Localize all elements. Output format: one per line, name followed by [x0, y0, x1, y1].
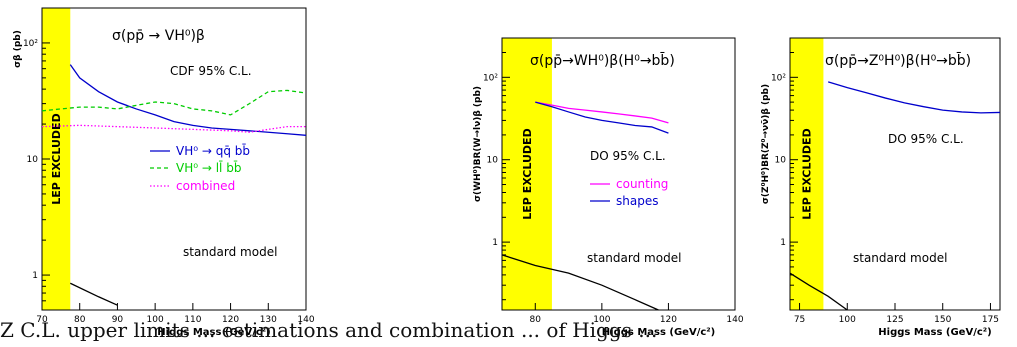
y-tick-label: 10² — [23, 39, 38, 49]
y-tick-label: 1 — [32, 271, 38, 281]
y-tick-label: 1 — [780, 238, 786, 248]
x-tick-label: 175 — [982, 315, 999, 325]
y-tick-label: 10 — [27, 155, 39, 165]
y-tick-label: 10² — [771, 73, 786, 83]
plot-frame — [501, 37, 736, 311]
x-tick-label: 100 — [147, 315, 164, 325]
series-line-standardmodel — [501, 254, 659, 311]
legend-label: VH⁰ → ll̄ bb̄ — [176, 161, 241, 175]
lep-excluded-band — [502, 38, 552, 310]
x-axis-label: Higgs Mass (GeV/c²) — [602, 327, 715, 338]
x-axis-label: Higgs Mass (GeV/c²) — [157, 327, 270, 338]
y-tick-label: 10² — [483, 73, 498, 83]
x-tick-label: 80 — [74, 315, 86, 325]
legend-label: VH⁰ → qq̄ bb̄ — [176, 144, 250, 158]
lep-excluded-label: LEP EXCLUDED — [801, 128, 814, 219]
x-tick-label: 140 — [726, 315, 743, 325]
lep-excluded-band — [790, 38, 824, 310]
x-tick-label: 110 — [184, 315, 201, 325]
x-tick-label: 125 — [886, 315, 903, 325]
series-line-standardmodel — [789, 272, 848, 311]
plot-frame — [41, 7, 307, 311]
series-line-standardmodel — [70, 282, 118, 306]
standard-model-label: standard model — [853, 251, 947, 265]
chart-note: CDF 95% C.L. — [170, 64, 252, 78]
chart-title: σ(pp̄ → VH⁰)β — [112, 28, 205, 44]
x-tick-label: 120 — [660, 315, 677, 325]
x-tick-label: 80 — [530, 315, 542, 325]
series-line-counting — [535, 101, 669, 124]
series-line-vhllbb — [41, 89, 307, 116]
lep-excluded-label: LEP EXCLUDED — [50, 113, 63, 204]
x-tick-label: 100 — [593, 315, 610, 325]
x-tick-label: 70 — [36, 315, 48, 325]
y-axis-label: σβ (pb) — [13, 30, 23, 68]
x-tick-label: 140 — [297, 315, 314, 325]
y-tick-label: 10 — [487, 156, 499, 166]
x-tick-label: 90 — [112, 315, 124, 325]
standard-model-label: standard model — [183, 245, 277, 259]
y-tick-label: 1 — [492, 238, 498, 248]
series-line-combined — [41, 124, 306, 133]
chart-note: DO 95% C.L. — [590, 149, 666, 163]
legend-label: shapes — [616, 194, 658, 208]
x-axis-label: Higgs Mass (GeV/c²) — [878, 327, 991, 338]
series-line-series — [827, 81, 1001, 114]
lep-excluded-label: LEP EXCLUDED — [521, 128, 534, 219]
x-tick-label: 150 — [934, 315, 951, 325]
x-tick-label: 75 — [794, 315, 805, 325]
standard-model-label: standard model — [587, 251, 681, 265]
x-tick-label: 120 — [222, 315, 239, 325]
y-axis-label: σ(WH⁰)BR(W→lν)β (pb) — [473, 86, 483, 202]
chart-title: σ(pp̄→WH⁰)β(H⁰→bb̄) — [530, 51, 675, 69]
chart-note: DO 95% C.L. — [888, 132, 964, 146]
series-line-shapes — [535, 101, 669, 134]
y-axis-label: σ(Z⁰H⁰)BR(Z⁰→νν̄)β (pb) — [761, 84, 771, 204]
legend-label: counting — [616, 177, 668, 191]
x-tick-label: 100 — [839, 315, 856, 325]
chart-title: σ(pp̄→Z⁰H⁰)β(H⁰→bb̄) — [825, 51, 971, 69]
series-line-vhqqbb — [69, 64, 307, 136]
y-tick-label: 10 — [775, 156, 787, 166]
figure-caption: Z C.L. upper limits ... estimations and … — [0, 318, 658, 342]
legend-label: combined — [176, 179, 235, 193]
x-tick-label: 130 — [260, 315, 277, 325]
